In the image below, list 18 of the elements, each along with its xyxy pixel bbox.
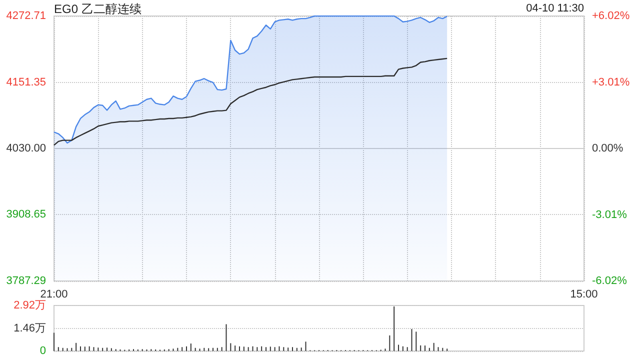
y-tick-label: 4272.71 [6, 10, 46, 22]
y2-tick-label: +6.02% [592, 10, 630, 22]
text: 04-10 11:30 [526, 2, 584, 14]
y-tick-label: 4151.35 [6, 76, 46, 88]
y2-tick-label: 0.00% [592, 142, 624, 154]
y-tick-label: 2.92万 [14, 300, 46, 312]
line-series [53, 58, 448, 146]
x-tick-label: 21:00 [40, 288, 68, 300]
y-tick-label: 0 [40, 345, 46, 357]
y-tick-label: 3908.65 [6, 208, 46, 221]
y2-tick-label: +3.01% [592, 76, 630, 88]
y-tick-label: 3787.29 [6, 275, 46, 287]
chart-title: EG0 乙二醇连续 [54, 2, 142, 16]
x-tick-label: 15:00 [570, 288, 598, 300]
y-tick-label: 4030.00 [6, 142, 46, 154]
y-tick-label: 1.46万 [14, 322, 46, 334]
y2-tick-label: -3.01% [592, 208, 628, 221]
y2-tick-label: -6.02% [592, 275, 628, 287]
